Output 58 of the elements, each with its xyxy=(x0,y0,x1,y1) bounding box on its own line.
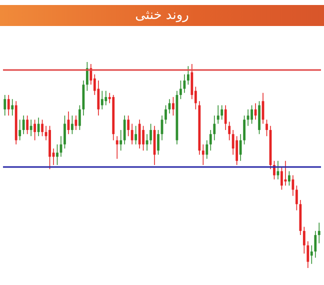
candlestick xyxy=(97,80,100,116)
candlestick xyxy=(280,166,283,190)
candlestick xyxy=(243,115,246,145)
candlestick xyxy=(34,119,36,141)
candlestick xyxy=(172,96,174,116)
candlestick xyxy=(100,90,104,110)
candlestick xyxy=(150,123,152,145)
candlestick xyxy=(134,125,138,145)
candlestick xyxy=(266,119,268,137)
candlestick xyxy=(202,144,204,166)
candlestick xyxy=(22,115,25,134)
candlestick xyxy=(130,123,134,145)
candlestick xyxy=(228,121,231,141)
candlestick xyxy=(86,62,88,92)
candlestick xyxy=(56,144,58,166)
candlestick xyxy=(250,104,253,124)
candlestick xyxy=(123,115,126,145)
candlestick xyxy=(11,98,14,116)
candlestick xyxy=(306,240,310,268)
candlestick xyxy=(26,115,29,134)
candlestick xyxy=(157,130,160,156)
candlestick xyxy=(30,119,32,137)
candlestick xyxy=(314,230,317,258)
candlestick xyxy=(164,104,167,124)
candlestick xyxy=(302,226,306,254)
chart-title: روند خنثی xyxy=(0,5,324,26)
candlestick xyxy=(310,244,313,264)
candlestick xyxy=(120,130,122,151)
candlestick xyxy=(104,90,108,106)
candlestick xyxy=(183,74,186,94)
candlestick xyxy=(276,160,280,180)
candlestick xyxy=(273,160,276,180)
candlestick xyxy=(64,115,66,149)
candlestick xyxy=(7,94,10,116)
candlestick xyxy=(127,115,130,137)
candlestick xyxy=(239,134,242,162)
candlestick xyxy=(224,104,227,130)
candlestick xyxy=(186,66,190,86)
candlestick xyxy=(41,119,44,137)
candlestick xyxy=(180,80,182,100)
candlestick xyxy=(292,174,294,196)
candlestick xyxy=(220,104,224,120)
candlestick xyxy=(236,136,238,166)
candlestick xyxy=(318,222,320,244)
candlestick xyxy=(142,125,144,151)
candlestick xyxy=(216,104,220,124)
candlestick xyxy=(213,115,216,141)
candlestick xyxy=(4,94,6,116)
candlestick xyxy=(206,140,208,160)
candlestick xyxy=(288,170,290,186)
candlestick xyxy=(190,64,194,100)
candlestick xyxy=(18,119,22,141)
candlestick xyxy=(209,130,212,151)
candlestick xyxy=(138,119,141,149)
candlestick xyxy=(78,104,81,130)
candlestick xyxy=(116,136,118,160)
candlestick xyxy=(295,185,298,211)
candlestick xyxy=(71,115,74,134)
